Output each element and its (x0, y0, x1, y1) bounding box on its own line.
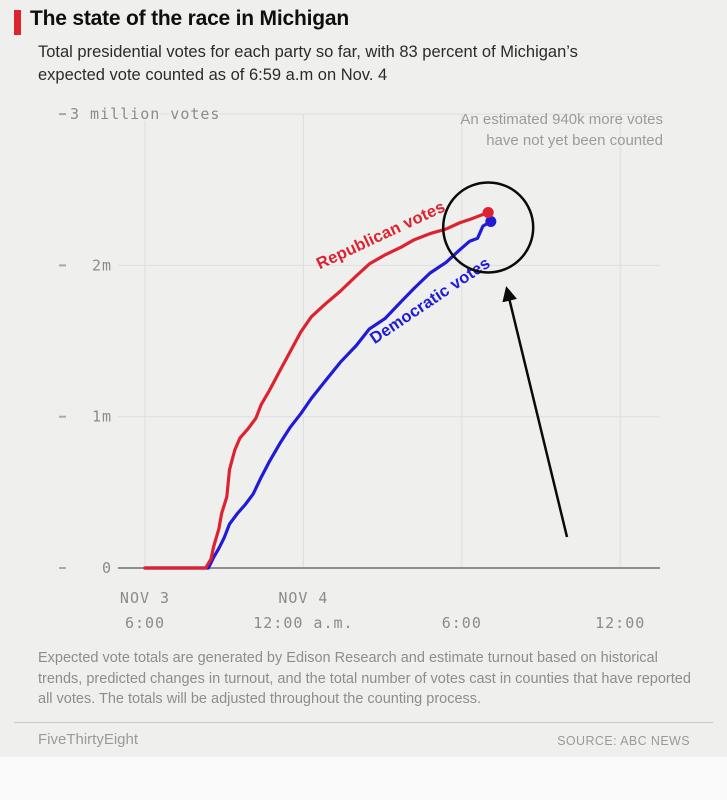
y-axis-label: 2m (92, 256, 112, 274)
methodology-footnote: Expected vote totals are generated by Ed… (38, 650, 691, 708)
annotation-line-1: An estimated 940k more votes (460, 111, 663, 128)
democratic-votes-line (143, 219, 493, 570)
uncounted-votes-annotation: An estimated 940k more votes have not ye… (380, 109, 663, 151)
democratic-votes-label: Democratic votes (367, 254, 494, 348)
republican-votes-label: Republican votes (314, 198, 448, 273)
republican-votes-line (143, 210, 490, 570)
page-title: The state of the race in Michigan (30, 7, 349, 30)
republican-votes-end-dot (482, 206, 494, 218)
source-credit: SOURCE: ABC NEWS (557, 734, 690, 748)
annotation-arrow (502, 286, 569, 538)
annotation-line-2: have not yet been counted (486, 132, 663, 149)
y-axis-label: 1m (92, 408, 112, 426)
x-axis-time-label: 6:00 (442, 614, 482, 632)
chart-card: 0 1m 2m 3 million votes NOV 3 6:00 NOV 4 12:00 … (0, 0, 727, 757)
footer-divider (14, 722, 713, 723)
title-accent-bar (14, 10, 21, 35)
endpoint-highlight-circle (441, 181, 535, 274)
x-axis-date-label: NOV 3 (120, 589, 170, 607)
fivethirtyeight-brand: FiveThirtyEight (38, 731, 139, 748)
democratic-votes-end-dot (485, 216, 497, 228)
y-axis-label: 3 million votes (70, 105, 220, 123)
y-axis-label: 0 (102, 559, 112, 577)
x-axis-time-label: 6:00 (125, 614, 165, 632)
x-axis-time-label: 12:00 a.m. (253, 614, 353, 632)
chart-subtitle: Total presidential votes for each party … (38, 43, 578, 85)
x-axis-time-label: 12:00 (595, 614, 645, 632)
x-axis-date-label: NOV 4 (278, 589, 328, 607)
